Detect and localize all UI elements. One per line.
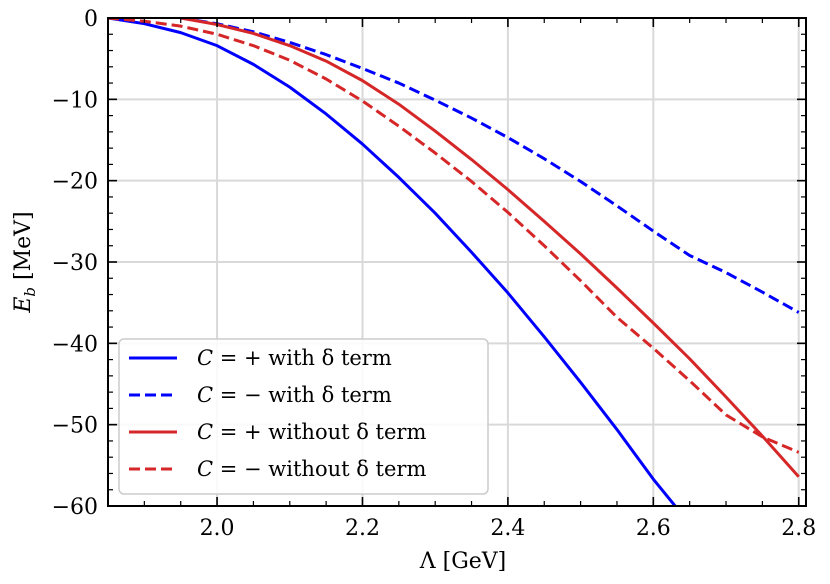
legend-label-2: C = − with δ term — [197, 383, 392, 407]
y-tick-label: −60 — [52, 495, 98, 520]
legend-label-rest: = + without δ term — [213, 420, 426, 444]
series-line-3 — [180, 18, 800, 478]
y-tick-label: −10 — [52, 88, 98, 113]
series-line-1 — [108, 18, 677, 506]
y-tick-label: 0 — [84, 7, 98, 32]
series-line-2 — [180, 18, 800, 314]
axes — [107, 17, 807, 507]
x-tick-label: 2.8 — [781, 516, 816, 541]
x-tick-label: 2.0 — [200, 516, 235, 541]
legend-label-c: C — [197, 383, 213, 407]
x-tick-label: 2.2 — [345, 516, 380, 541]
y-axis-label-sub: b — [21, 287, 39, 297]
legend-label-rest: = + with δ term — [213, 346, 392, 370]
y-tick-label: −50 — [52, 414, 98, 439]
legend-label-3: C = + without δ term — [197, 420, 426, 444]
y-axis-label-main: E — [11, 297, 36, 314]
legend-label-c: C — [197, 346, 213, 370]
y-axis-label-unit: [MeV] — [11, 211, 36, 287]
legend-label-c: C — [197, 420, 213, 444]
x-tick-label: 2.6 — [636, 516, 671, 541]
y-tick-label: −30 — [52, 251, 98, 276]
legend-label-rest: = − without δ term — [213, 457, 426, 481]
legend-label-c: C — [197, 457, 213, 481]
tick-labels: 2.0 2.2 2.4 2.6 2.8 0 −10 −20 −30 −40 −50 −60 — [52, 7, 817, 541]
y-tick-label: −40 — [52, 332, 98, 357]
x-axis-label: Λ [GeV] — [419, 549, 507, 574]
series-line-4 — [108, 18, 800, 454]
y-axis-label: Eb [MeV] — [11, 211, 39, 313]
x-tick-label: 2.4 — [490, 516, 525, 541]
series-group — [108, 18, 800, 506]
legend-label-4: C = − without δ term — [197, 457, 426, 481]
legend-label-1: C = + with δ term — [197, 346, 392, 370]
legend-box — [118, 338, 489, 495]
y-tick-label: −20 — [52, 170, 98, 195]
legend-label-rest: = − with δ term — [213, 383, 392, 407]
